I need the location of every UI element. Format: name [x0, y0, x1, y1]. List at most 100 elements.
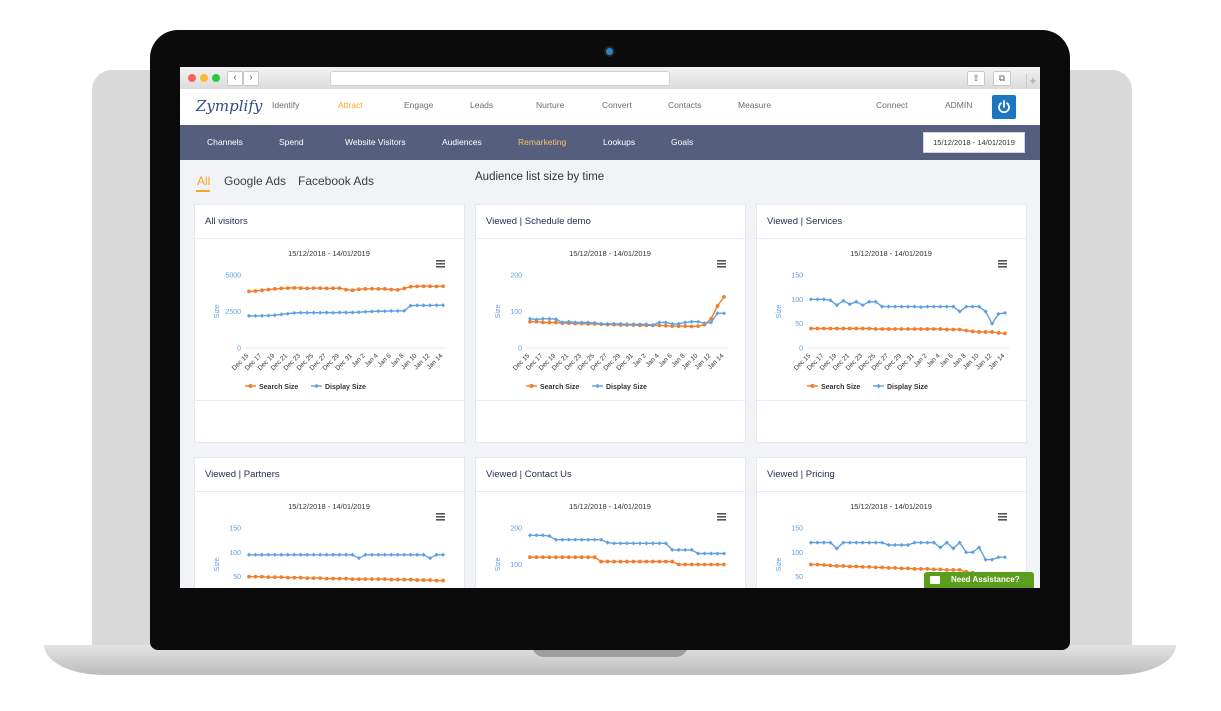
brand-logo[interactable]: Zymplify — [196, 97, 263, 115]
maximize-window-button[interactable] — [212, 74, 220, 82]
data-point — [408, 577, 413, 582]
y-axis-label: Size — [214, 305, 221, 319]
data-point — [343, 552, 349, 557]
menu-icon-bar — [998, 513, 1007, 515]
new-tab-button[interactable]: + — [1026, 74, 1039, 88]
nav-measure[interactable]: Measure — [738, 100, 772, 110]
nav-admin[interactable]: ADMIN — [945, 100, 973, 110]
data-point — [363, 309, 368, 314]
data-point — [337, 552, 342, 557]
nav-leads[interactable]: Leads — [470, 100, 494, 110]
y-tick-label: 200 — [510, 273, 522, 280]
data-point — [318, 310, 323, 315]
data-point — [919, 566, 923, 571]
filter-tab-all[interactable]: All — [197, 174, 211, 188]
data-point — [676, 562, 681, 567]
subnav-lookups[interactable]: Lookups — [603, 137, 636, 147]
line-chart: 15/12/2018 - 14/01/2019 50 100 150 Size — [214, 502, 446, 583]
menu-icon-bar — [436, 260, 445, 262]
y-tick-label: 150 — [229, 526, 241, 533]
subnav-audiences[interactable]: Audiences — [442, 137, 482, 147]
minimize-window-button[interactable] — [200, 74, 208, 82]
nav-engage[interactable]: Engage — [404, 100, 434, 110]
y-tick-label: 100 — [510, 562, 522, 569]
data-point — [841, 326, 846, 331]
chart-menu-icon[interactable] — [998, 260, 1007, 268]
chart-menu-icon[interactable] — [436, 260, 445, 268]
data-point — [631, 559, 636, 564]
data-point — [906, 327, 910, 331]
data-point — [579, 555, 584, 560]
data-point — [996, 331, 1001, 335]
data-point — [560, 555, 565, 560]
data-point — [899, 566, 904, 571]
legend-label: Display Size — [887, 384, 928, 391]
data-point — [350, 577, 355, 581]
data-point — [964, 328, 969, 333]
x-tick-label: Jan 2 — [913, 352, 929, 368]
close-window-button[interactable] — [188, 74, 196, 82]
data-point — [822, 326, 826, 331]
data-point — [279, 575, 284, 580]
data-point — [421, 284, 426, 289]
subnav-channels[interactable]: Channels — [207, 137, 243, 147]
data-point — [657, 323, 662, 328]
data-point — [867, 565, 872, 569]
chart-subtitle: 15/12/2018 - 14/01/2019 — [850, 502, 932, 511]
data-point — [441, 284, 445, 289]
nav-nurture[interactable]: Nurture — [536, 100, 565, 110]
date-range-picker[interactable]: 15/12/2018 - 14/01/2019 — [923, 132, 1025, 153]
menu-icon-bar — [436, 516, 445, 518]
tabs-icon[interactable]: ⧉ — [993, 71, 1011, 86]
data-point — [702, 562, 707, 567]
nav-connect[interactable]: Connect — [876, 100, 908, 110]
back-button[interactable]: ‹ — [227, 71, 243, 86]
chart-menu-icon[interactable] — [436, 513, 445, 521]
menu-icon-bar — [717, 266, 726, 268]
need-assistance-button[interactable]: Need Assistance? — [924, 572, 1034, 588]
data-point — [709, 562, 713, 567]
filter-tab-facebook-ads[interactable]: Facebook Ads — [298, 174, 375, 188]
data-point — [657, 559, 662, 564]
legend-swatch-marker — [529, 384, 534, 388]
data-point — [376, 577, 381, 581]
power-button[interactable] — [992, 95, 1016, 119]
chart-menu-icon[interactable] — [717, 260, 726, 268]
data-point — [599, 537, 604, 542]
nav-convert[interactable]: Convert — [602, 100, 632, 110]
data-point — [376, 286, 381, 291]
data-point — [983, 557, 988, 562]
data-point — [389, 287, 394, 292]
chart-menu-icon[interactable] — [998, 513, 1007, 521]
data-point — [663, 320, 668, 325]
chart-card: Viewed | Partners 15/12/2018 - 14/01/201… — [194, 457, 465, 588]
menu-icon-bar — [436, 519, 445, 521]
subnav-spend[interactable]: Spend — [279, 137, 304, 147]
nav-attract[interactable]: Attract — [338, 100, 363, 110]
subnav-goals[interactable]: Goals — [671, 137, 694, 147]
data-point — [696, 319, 701, 324]
forward-button[interactable]: › — [243, 71, 259, 86]
data-point — [912, 566, 917, 571]
data-point — [266, 287, 271, 292]
data-point — [318, 286, 323, 291]
data-point — [951, 546, 956, 551]
divider — [195, 400, 464, 401]
nav-identify[interactable]: Identify — [272, 100, 300, 110]
y-tick-label: 50 — [795, 574, 803, 581]
data-point — [925, 327, 930, 331]
share-icon[interactable]: ⇧ — [967, 71, 985, 86]
subnav-website-visitors[interactable]: Website Visitors — [345, 137, 406, 147]
subnav-remarketing[interactable]: Remarketing — [518, 137, 567, 147]
data-point — [977, 330, 982, 334]
data-point — [285, 311, 290, 316]
data-point — [996, 555, 1001, 560]
y-axis-label: Size — [776, 558, 783, 572]
filter-tab-google-ads[interactable]: Google Ads — [224, 174, 287, 188]
data-point — [253, 574, 258, 579]
chart-menu-icon[interactable] — [717, 513, 726, 521]
data-point — [957, 309, 962, 314]
data-point — [970, 304, 975, 309]
url-bar[interactable] — [330, 71, 670, 86]
nav-contacts[interactable]: Contacts — [668, 100, 702, 110]
